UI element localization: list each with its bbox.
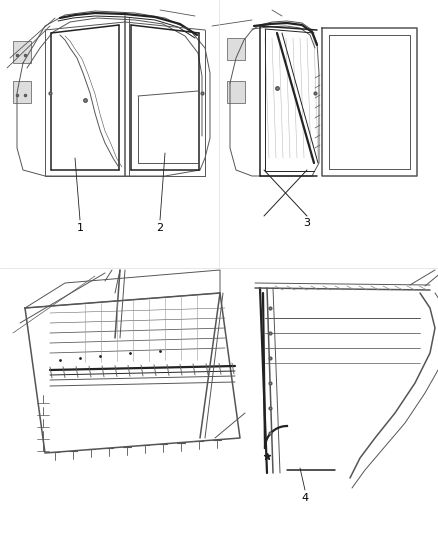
Text: 1: 1 (77, 223, 84, 233)
Bar (13, 41, 31, 63)
Text: 4: 4 (301, 493, 308, 503)
Bar (227, 38, 245, 60)
Bar (13, 81, 31, 103)
Text: 2: 2 (156, 223, 163, 233)
Text: 3: 3 (304, 218, 311, 228)
Bar (227, 81, 245, 103)
